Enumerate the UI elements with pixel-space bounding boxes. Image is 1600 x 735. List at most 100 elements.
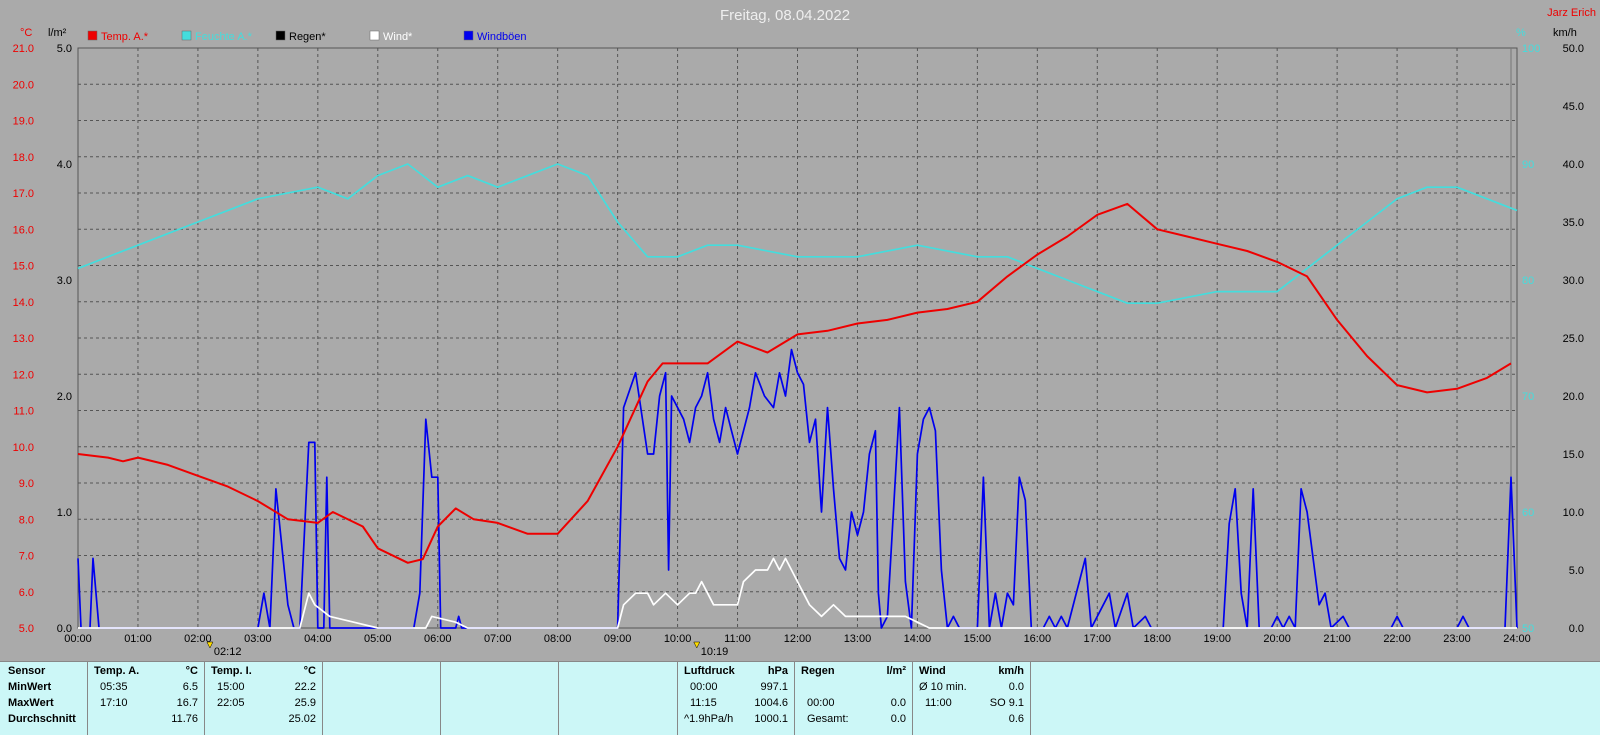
wind-avg-val: 0.6 xyxy=(1008,713,1024,725)
chart-title: Freitag, 08.04.2022 xyxy=(720,7,850,24)
luftdruck-header: Luftdruck xyxy=(684,665,735,677)
temp-tick-label: 17.0 xyxy=(13,188,34,200)
marker-icon xyxy=(693,641,701,649)
weather-chart: Freitag, 08.04.2022 Jarz Erich °C l/m² %… xyxy=(13,7,1596,658)
stats-wind: Wind km/h Ø 10 min. 0.0 11:00 SO 9.1 0.6 xyxy=(913,662,1031,735)
legend-entry: Windböen xyxy=(463,30,527,43)
legend-label: Windböen xyxy=(477,31,527,43)
x-tick-label: 08:00 xyxy=(544,633,572,645)
legend-label: Temp. A.* xyxy=(101,31,149,43)
x-tick-label: 09:00 xyxy=(604,633,632,645)
luftdruck-avg-val: 1000.1 xyxy=(754,713,788,725)
wind-unit: km/h xyxy=(998,665,1024,677)
legend-swatch xyxy=(181,30,192,41)
stats-luftdruck: Luftdruck hPa 00:00 997.1 11:15 1004.6 ^… xyxy=(678,662,795,735)
temp-i-max-time: 22:05 xyxy=(217,697,245,709)
temp-i-unit: °C xyxy=(303,665,316,677)
temp-tick-label: 21.0 xyxy=(13,43,34,55)
wind-avg10-label: Ø 10 min. xyxy=(919,681,967,693)
temp-i-max-val: 25.9 xyxy=(294,697,316,709)
temp-tick-label: 16.0 xyxy=(13,224,34,236)
markers: 02:12 10:19 xyxy=(206,641,729,658)
wind-tick-label: 10.0 xyxy=(1563,507,1584,519)
x-tick-label: 02:00 xyxy=(184,633,212,645)
temp-tick-label: 20.0 xyxy=(13,79,34,91)
temp-tick-label: 7.0 xyxy=(19,551,34,563)
series-line-temp-a xyxy=(77,202,1512,564)
marker-label: 10:19 xyxy=(701,646,729,658)
sensor-header: Sensor xyxy=(8,665,46,677)
wind-tick-label: 45.0 xyxy=(1563,101,1584,113)
temp-tick-label: 5.0 xyxy=(19,623,34,635)
regen-total-val: 0.0 xyxy=(890,713,906,725)
series-line-feuchte-a xyxy=(77,163,1518,305)
x-tick-label: 05:00 xyxy=(364,633,392,645)
regen-max-val: 0.0 xyxy=(890,697,906,709)
luftdruck-min-time: 00:00 xyxy=(690,681,718,693)
x-tick-label: 16:00 xyxy=(1024,633,1052,645)
luftdruck-min-val: 997.1 xyxy=(760,681,788,693)
legend-label: Regen* xyxy=(289,31,326,43)
x-tick-label: 22:00 xyxy=(1383,633,1411,645)
legend-label: Wind* xyxy=(383,31,413,43)
grid xyxy=(78,48,1517,628)
x-tick-label: 10:00 xyxy=(664,633,692,645)
x-tick-label: 23:00 xyxy=(1443,633,1471,645)
temp-tick-label: 10.0 xyxy=(13,442,34,454)
legend-swatch xyxy=(463,30,474,41)
legend-entry: Temp. A.* xyxy=(87,30,149,43)
time-marker: 10:19 xyxy=(693,641,729,658)
luftdruck-max-val: 1004.6 xyxy=(754,697,788,709)
hum-tick-label: 90 xyxy=(1522,159,1534,171)
rain-tick-label: 0.0 xyxy=(57,623,72,635)
luftdruck-max-time: 11:15 xyxy=(690,697,717,709)
sensor-row-max: MaxWert xyxy=(8,697,54,709)
time-marker: 02:12 xyxy=(206,641,241,658)
temp-i-header: Temp. I. xyxy=(211,665,252,677)
sensor-row-min: MinWert xyxy=(8,681,52,693)
wind-tick-label: 35.0 xyxy=(1563,217,1584,229)
luftdruck-unit: hPa xyxy=(767,665,788,677)
stats-empty-3 xyxy=(559,662,678,735)
hum-tick-label: 80 xyxy=(1522,275,1534,287)
hum-tick-label: 60 xyxy=(1522,507,1534,519)
rain-unit: l/m² xyxy=(48,27,67,39)
stats-panel: Sensor MinWert MaxWert Durchschnitt Temp… xyxy=(0,661,1600,735)
temp-unit: °C xyxy=(20,27,32,39)
x-tick-label: 04:00 xyxy=(304,633,332,645)
temp-a-max-time: 17:10 xyxy=(100,697,128,709)
temp-tick-label: 9.0 xyxy=(19,478,34,490)
stats-empty-2 xyxy=(441,662,559,735)
wind-unit: km/h xyxy=(1553,27,1577,39)
rain-tick-label: 1.0 xyxy=(57,507,72,519)
temp-tick-label: 15.0 xyxy=(13,261,34,273)
legend-entry: Regen* xyxy=(275,30,326,43)
x-tick-label: 00:00 xyxy=(64,633,92,645)
legend-label: Feuchte A.* xyxy=(195,31,253,43)
x-tick-label: 13:00 xyxy=(844,633,872,645)
legend-swatch xyxy=(87,30,98,41)
rain-tick-label: 4.0 xyxy=(57,159,72,171)
stats-sensor: Sensor MinWert MaxWert Durchschnitt xyxy=(0,662,88,735)
hum-tick-label: 100 xyxy=(1522,43,1540,55)
temp-a-min-val: 6.5 xyxy=(182,681,198,693)
temp-tick-label: 19.0 xyxy=(13,116,34,128)
temp-tick-label: 12.0 xyxy=(13,369,34,381)
temp-tick-label: 6.0 xyxy=(19,587,34,599)
legend-entry: Feuchte A.* xyxy=(181,30,253,43)
rain-tick-label: 3.0 xyxy=(57,275,72,287)
temp-tick-label: 11.0 xyxy=(13,406,34,418)
regen-max-time: 00:00 xyxy=(807,697,835,709)
temp-tick-label: 18.0 xyxy=(13,152,34,164)
temp-a-header: Temp. A. xyxy=(94,665,140,677)
x-tick-label: 07:00 xyxy=(484,633,512,645)
wind-tick-label: 0.0 xyxy=(1569,623,1584,635)
stats-temp-i: Temp. I. °C 15:00 22.2 22:05 25.9 25.02 xyxy=(205,662,323,735)
x-tick-label: 24:00 xyxy=(1503,633,1531,645)
wind-tick-label: 15.0 xyxy=(1563,449,1584,461)
x-tick-label: 15:00 xyxy=(964,633,992,645)
wind-header: Wind xyxy=(919,665,946,677)
stats-empty-1 xyxy=(323,662,441,735)
hum-tick-label: 70 xyxy=(1522,391,1534,403)
wind-max-time: 11:00 xyxy=(925,697,952,709)
